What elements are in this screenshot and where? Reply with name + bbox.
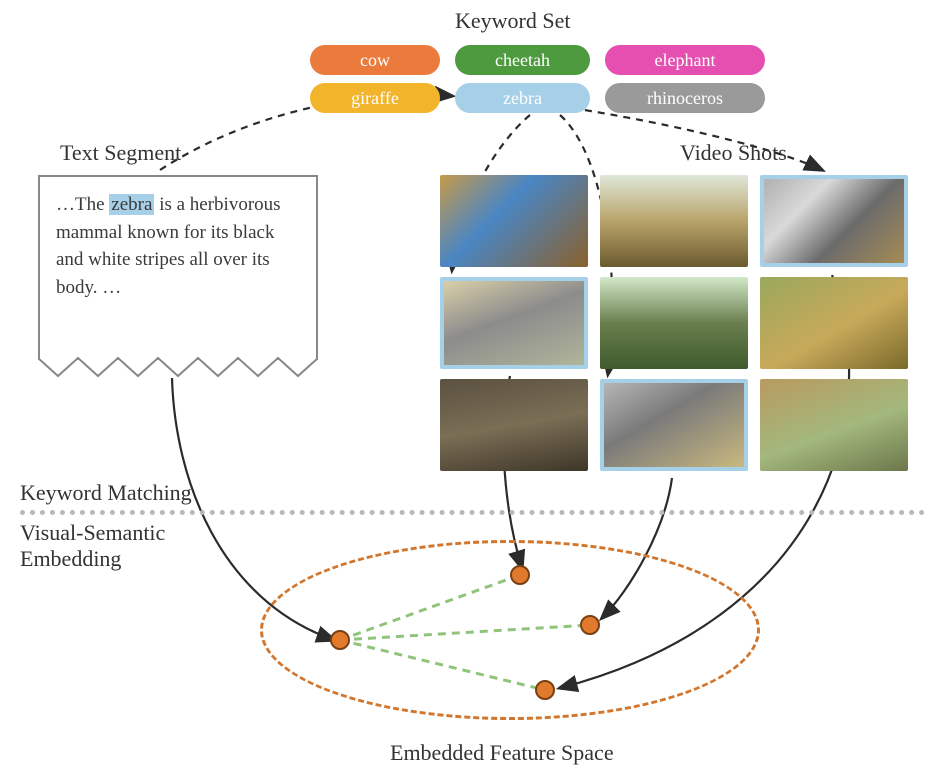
text-segment-label: Text Segment: [60, 140, 181, 166]
keyword-zebra: zebra: [455, 83, 590, 113]
segment-highlight: zebra: [109, 194, 154, 215]
video-thumb-cheetah-grass: [760, 277, 908, 369]
keyword-set-label: Keyword Set: [455, 8, 570, 34]
embedded-space-label: Embedded Feature Space: [390, 740, 614, 766]
keyword-elephant: elephant: [605, 45, 765, 75]
video-thumb-zebras-side: [600, 379, 748, 471]
keyword-cheetah: cheetah: [455, 45, 590, 75]
video-thumb-lion-cub-sky: [440, 175, 588, 267]
keyword-cow: cow: [310, 45, 440, 75]
video-thumb-buffalo-herd: [440, 379, 588, 471]
embed-node-shotA: [510, 565, 530, 585]
video-thumb-giraffe-neck: [600, 175, 748, 267]
keyword-giraffe: giraffe: [310, 83, 440, 113]
text-segment-box: …The zebra is a herbivorous mammal known…: [38, 175, 318, 360]
embed-node-text: [330, 630, 350, 650]
keyword-rhinoceros: rhinoceros: [605, 83, 765, 113]
section-divider: [20, 510, 925, 515]
segment-prefix: …The: [56, 194, 109, 215]
video-thumb-zebra-grazing: [440, 277, 588, 369]
video-thumb-elephant-forest: [600, 277, 748, 369]
embed-node-shotB: [580, 615, 600, 635]
keyword-matching-label: Keyword Matching: [20, 480, 192, 506]
embed-node-shotC: [535, 680, 555, 700]
video-shots-label: Video Shots: [680, 140, 787, 166]
visual-semantic-label: Visual-Semantic Embedding: [20, 520, 165, 572]
video-thumb-zebra-herd: [760, 175, 908, 267]
video-thumb-impalas-savanna: [760, 379, 908, 471]
text-segment-zigzag: [38, 356, 318, 382]
